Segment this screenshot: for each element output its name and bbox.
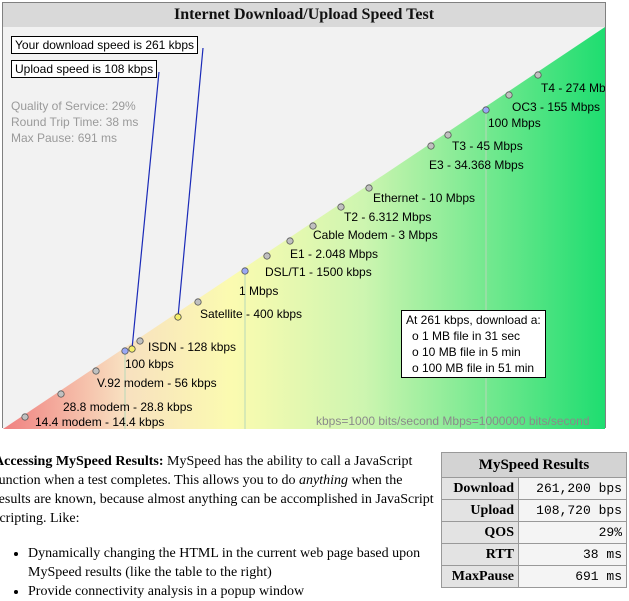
speed-pointer-line	[177, 47, 204, 318]
table-row: Download 261,200 bps	[441, 477, 627, 500]
speed-marker	[365, 184, 373, 192]
row-value: 29%	[518, 521, 627, 544]
speed-marker-label: E1 - 2.048 Mbps	[290, 247, 378, 261]
speed-marker-label: 100 kbps	[125, 357, 174, 371]
speed-marker-label: DSL/T1 - 1500 kbps	[265, 265, 372, 279]
article-paragraph: Accessing MySpeed Results: MySpeed has t…	[0, 452, 440, 528]
panel-title: Internet Download/Upload Speed Test	[3, 3, 605, 28]
row-value: 691 ms	[518, 565, 627, 588]
speed-marker-label: 28.8 modem - 28.8 kbps	[63, 400, 192, 414]
speed-marker-label: Cable Modem - 3 Mbps	[313, 228, 438, 242]
measured-speed-point	[128, 345, 136, 353]
speed-marker	[286, 237, 294, 245]
row-value: 261,200 bps	[518, 477, 627, 500]
speed-marker	[534, 71, 542, 79]
row-label: RTT	[441, 543, 519, 566]
speed-marker	[241, 267, 249, 275]
row-label: MaxPause	[441, 565, 519, 588]
speed-marker-label: E3 - 34.368 Mbps	[429, 158, 524, 172]
speed-marker	[92, 367, 100, 375]
speed-marker	[21, 413, 29, 421]
speed-marker-label: ISDN - 128 kbps	[148, 340, 236, 354]
article-list: Dynamically changing the HTML in the cur…	[0, 544, 440, 601]
rtt-text: Round Trip Time: 38 ms	[11, 115, 139, 129]
speed-marker	[194, 298, 202, 306]
article-body-2: when the results are known, because almo…	[0, 473, 434, 526]
table-row: MaxPause 691 ms	[441, 565, 627, 588]
speed-marker	[309, 222, 317, 230]
download-time-box: At 261 kbps, download a: o 1 MB file in …	[401, 310, 546, 378]
upload-speed-box: Upload speed is 108 kbps	[11, 60, 158, 78]
article-text: Accessing MySpeed Results: MySpeed has t…	[0, 452, 440, 601]
maxpause-text: Max Pause: 691 ms	[11, 131, 118, 145]
speed-marker-label: 1 Mbps	[239, 284, 278, 298]
speed-marker	[482, 106, 490, 114]
row-label: Download	[441, 477, 519, 500]
speed-marker	[444, 131, 452, 139]
row-value: 38 ms	[518, 543, 627, 566]
speed-marker-label: Ethernet - 10 Mbps	[373, 191, 475, 205]
myspeed-results-table: MySpeed Results Download 261,200 bps Uplo…	[441, 452, 627, 588]
article-body-1: MySpeed has the ability to call a JavaSc…	[0, 454, 413, 488]
list-item: Dynamically changing the HTML in the cur…	[28, 544, 440, 582]
quality-stats: Quality of Service: 29% Round Trip Time:…	[11, 98, 138, 146]
article-heading: Accessing MySpeed Results:	[0, 454, 164, 469]
speed-pointers	[128, 47, 204, 353]
speed-marker	[263, 252, 271, 260]
row-label: QOS	[441, 521, 519, 544]
speed-marker	[121, 347, 129, 355]
measured-speed-point	[174, 313, 182, 321]
speed-marker-label: T3 - 45 Mbps	[452, 139, 523, 153]
speed-marker	[337, 203, 345, 211]
speed-test-panel: Internet Download/Upload Speed Test 14.4…	[2, 2, 606, 429]
speed-pointer-line	[131, 71, 160, 350]
speed-marker-label: OC3 - 155 Mbps	[512, 100, 600, 114]
speed-marker	[505, 91, 513, 99]
speed-marker	[427, 142, 435, 150]
row-value: 108,720 bps	[518, 499, 627, 522]
download-time-line: o 10 MB file in 5 min	[412, 345, 521, 359]
download-time-line: o 100 MB file in 51 min	[412, 361, 535, 375]
download-time-heading: At 261 kbps, download a:	[406, 313, 541, 327]
speed-marker-label: 100 Mbps	[488, 116, 541, 130]
article-emphasis: anything	[298, 473, 348, 488]
table-row: QOS 29%	[441, 521, 627, 544]
speed-marker-label: V.92 modem - 56 kbps	[97, 376, 217, 390]
row-label: Upload	[441, 499, 519, 522]
download-speed-box: Your download speed is 261 kbps	[11, 36, 199, 54]
speed-marker-label: T4 - 274 Mbps	[541, 81, 605, 95]
list-item: Provide connectivity analysis in a popup…	[28, 582, 440, 601]
speed-marker-label: T2 - 6.312 Mbps	[344, 210, 431, 224]
download-time-line: o 1 MB file in 31 sec	[412, 329, 521, 343]
speed-marker	[57, 390, 65, 398]
table-row: RTT 38 ms	[441, 543, 627, 566]
speed-marker-label: 14.4 modem - 14.4 kbps	[35, 415, 164, 429]
results-caption: MySpeed Results	[441, 452, 627, 478]
table-row: Upload 108,720 bps	[441, 499, 627, 522]
speed-marker	[136, 337, 144, 345]
speed-marker-label: Satellite - 400 kbps	[200, 307, 302, 321]
qos-text: Quality of Service: 29%	[11, 99, 136, 113]
units-note: kbps=1000 bits/second Mbps=1000000 bits/…	[316, 414, 590, 428]
